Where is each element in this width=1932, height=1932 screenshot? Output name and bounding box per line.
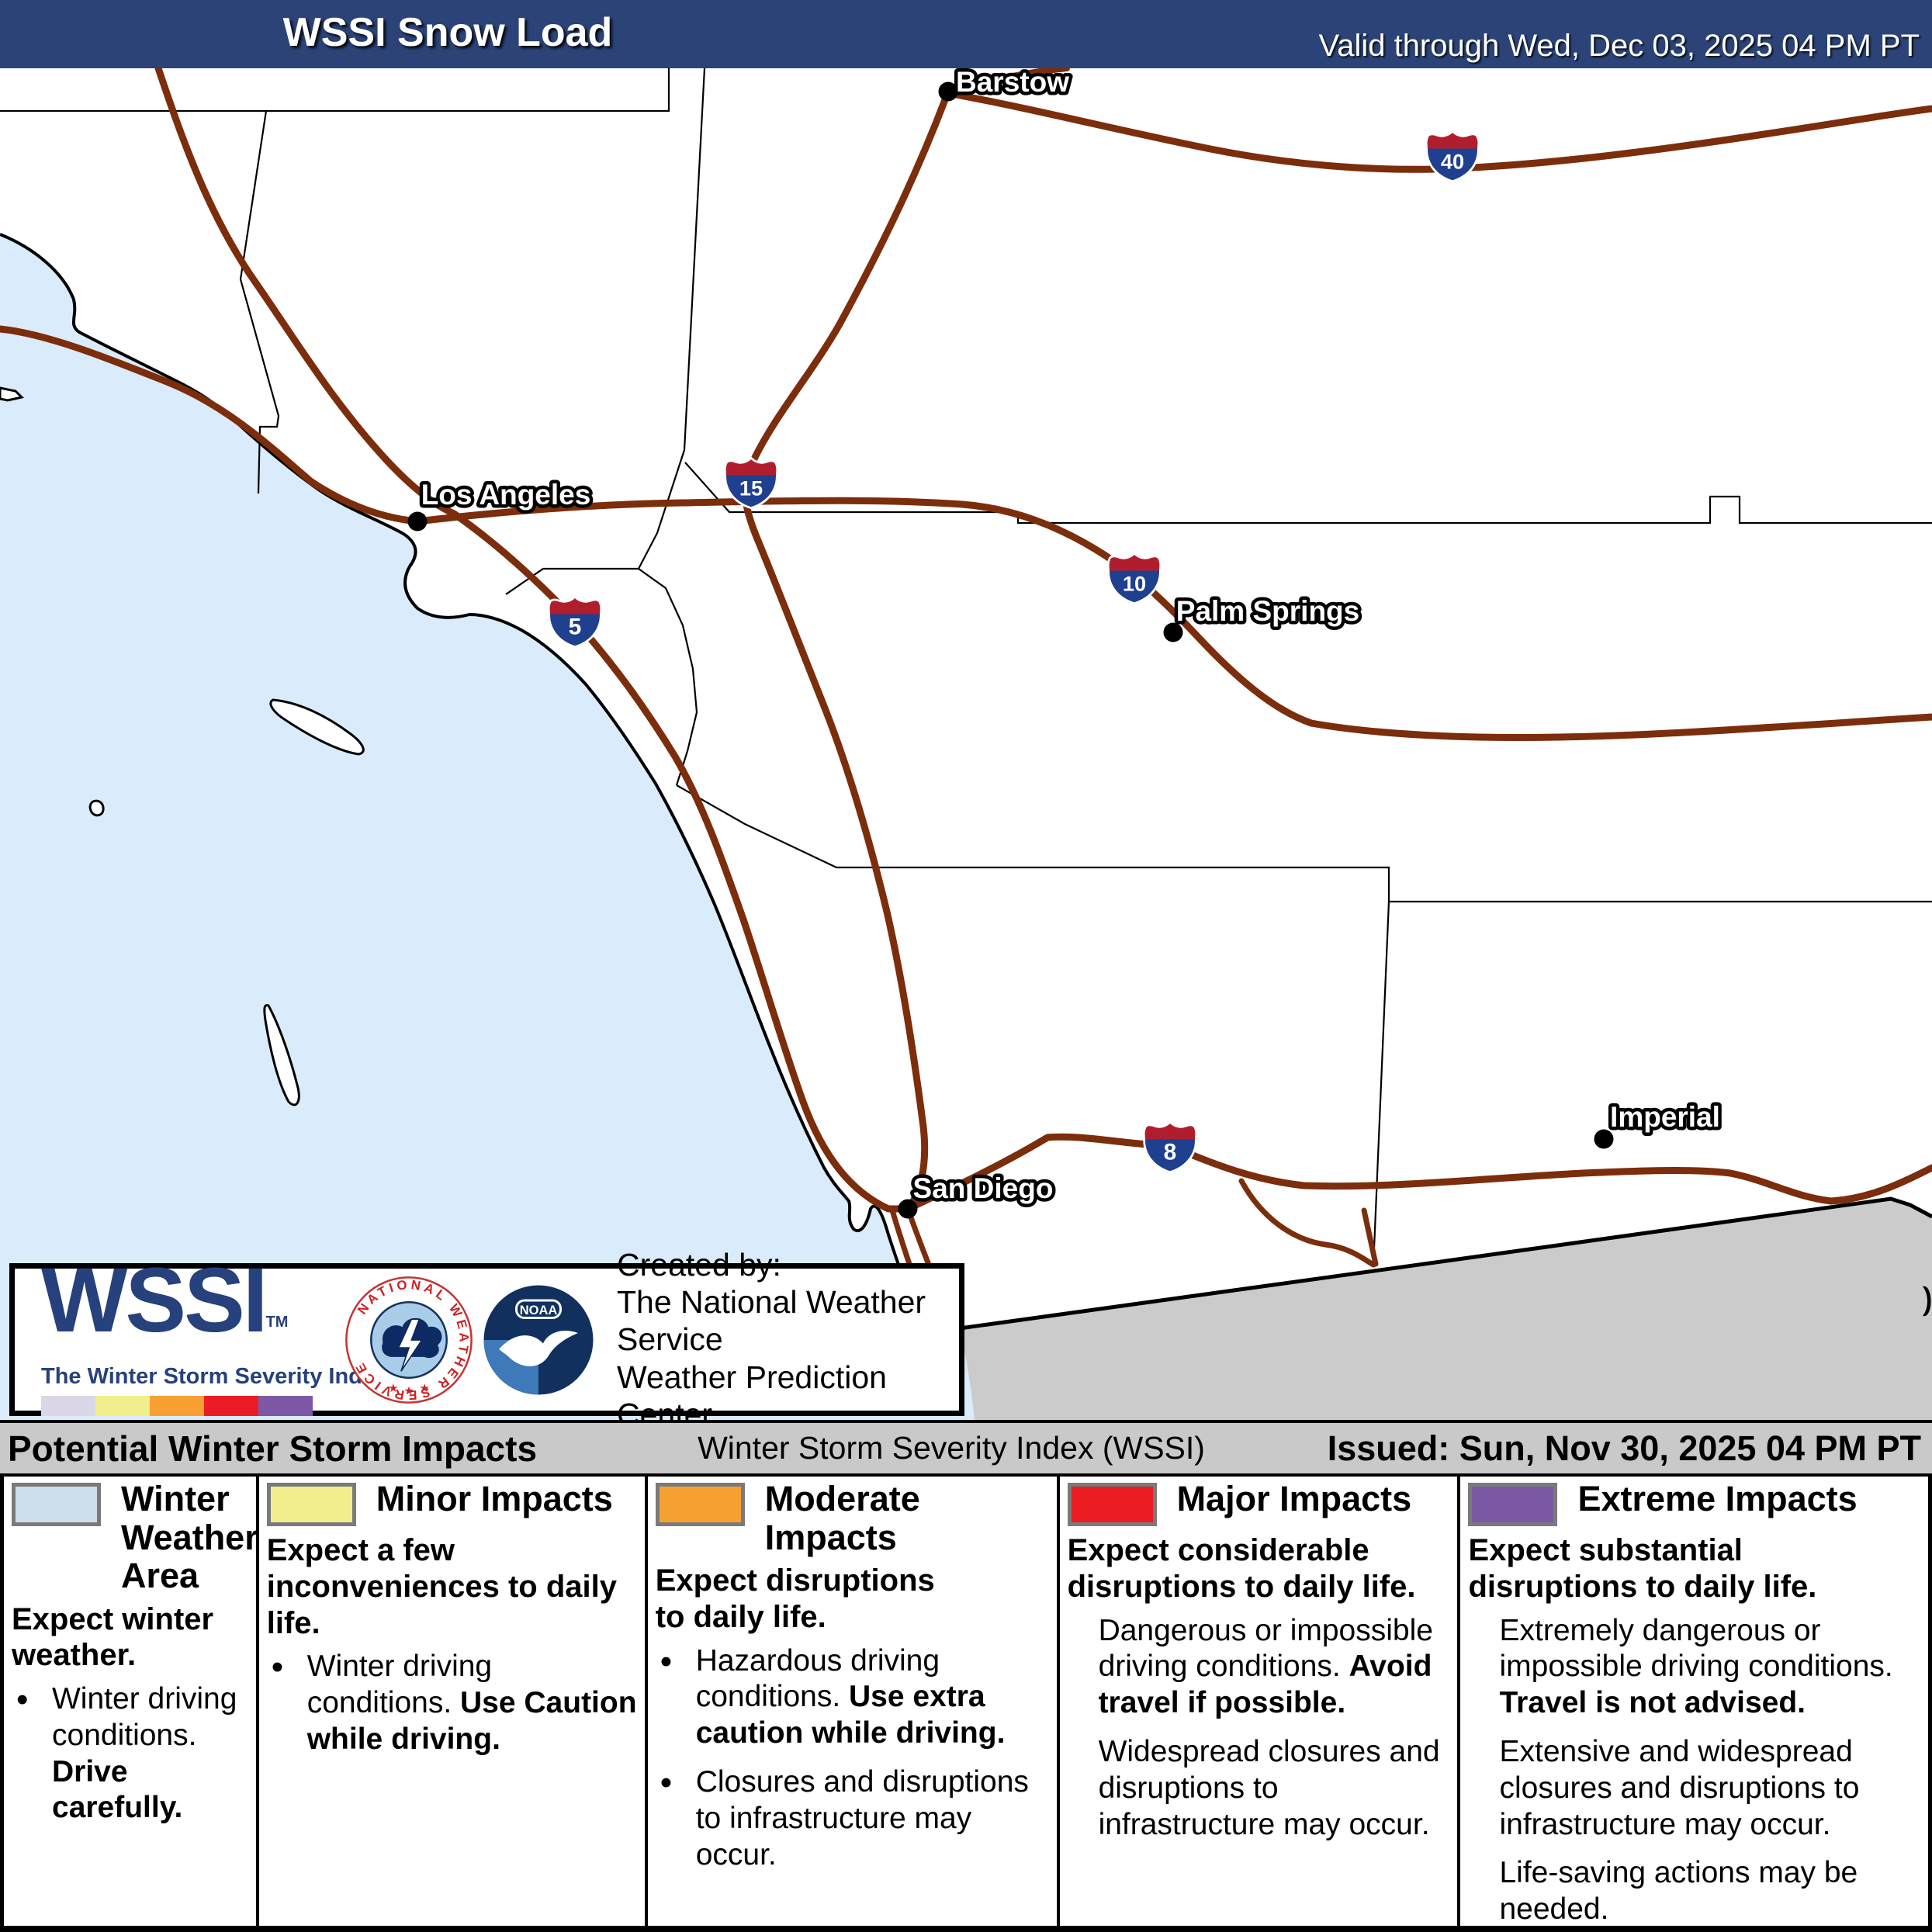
severity-color-strip bbox=[41, 1396, 344, 1416]
legend-column-moderate-impacts: Moderate Impacts Expect disruptions to da… bbox=[644, 1477, 1057, 1926]
wssi-bar-subtitle: Winter Storm Severity Index (WSSI) bbox=[698, 1430, 1205, 1466]
island-outline bbox=[263, 1004, 300, 1106]
severity-strip-cell bbox=[95, 1396, 150, 1416]
impacts-legend: Winter Weather Area Expect winter weather… bbox=[0, 1477, 1932, 1932]
severity-strip-cell bbox=[41, 1396, 95, 1416]
wssi-logo-box: WSSITM The Winter Storm Severity Index N… bbox=[9, 1247, 964, 1432]
island-outline bbox=[0, 386, 24, 402]
outside-forecast-area bbox=[959, 1196, 1932, 1420]
legend-item: Winter driving conditions. Use Caution w… bbox=[267, 1647, 637, 1757]
wssi-wordmark: WSSITM bbox=[41, 1249, 289, 1352]
legend-title: Moderate Impacts bbox=[764, 1479, 920, 1557]
severity-strip-cell bbox=[150, 1396, 204, 1416]
interstate-shield: 8 bbox=[1142, 1120, 1198, 1174]
valid-through-text: Valid through Wed, Dec 03, 2025 04 PM PT bbox=[1318, 29, 1920, 63]
interstate-shield: 5 bbox=[547, 595, 603, 649]
interstate-shields: 40 15 10 5 8 bbox=[547, 130, 1480, 1174]
legend-lead-text: Expect disruptions to daily life. bbox=[655, 1563, 935, 1634]
legend-column-winter-weather-area: Winter Weather Area Expect winter weather… bbox=[4, 1477, 256, 1926]
wssi-brand-block: WSSITM The Winter Storm Severity Index bbox=[41, 1249, 388, 1416]
legend-title: Minor Impacts bbox=[376, 1479, 613, 1518]
shield-number: 8 bbox=[1164, 1139, 1177, 1165]
legend-title: Major Impacts bbox=[1176, 1479, 1412, 1518]
created-by-text: Created by: The National Weather Service W… bbox=[617, 1246, 959, 1434]
noaa-label: NOAA bbox=[520, 1304, 558, 1317]
svg-text:★: ★ bbox=[388, 1382, 399, 1395]
legend-swatch bbox=[12, 1483, 101, 1526]
legend-lead-text: Expect a few inconveniences to daily lif… bbox=[266, 1533, 617, 1640]
island-outline bbox=[269, 698, 365, 756]
page-title: WSSI Snow Load bbox=[282, 10, 613, 55]
city-label: San Diego bbox=[913, 1172, 1054, 1204]
trademark-mark: TM bbox=[265, 1314, 289, 1331]
legend-lead-text: Expect winter weather. bbox=[12, 1601, 214, 1673]
legend-item: Winter driving conditions. Drive careful… bbox=[12, 1680, 248, 1826]
legend-column-major-impacts: Major Impacts Expect considerable disrupt… bbox=[1056, 1477, 1458, 1926]
legend-swatch bbox=[266, 1483, 356, 1526]
county-boundary-lines bbox=[0, 68, 1932, 1267]
legend-column-minor-impacts: Minor Impacts Expect a few inconveniences… bbox=[255, 1477, 645, 1926]
city-dot bbox=[407, 511, 428, 531]
impacts-bar-title: Potential Winter Storm Impacts bbox=[8, 1428, 538, 1469]
legend-item: Widespread closures and disruptions to i… bbox=[1098, 1734, 1440, 1841]
shield-number: 10 bbox=[1123, 571, 1146, 595]
city-dot bbox=[938, 81, 958, 102]
legend-title: Winter Weather Area bbox=[121, 1479, 256, 1595]
svg-text:★: ★ bbox=[403, 1384, 414, 1397]
noaa-logo: NOAA bbox=[483, 1285, 594, 1394]
legend-swatch bbox=[655, 1483, 745, 1526]
severity-strip-cell bbox=[204, 1396, 258, 1416]
interstate-shield: 10 bbox=[1106, 552, 1162, 605]
svg-text:★: ★ bbox=[419, 1382, 430, 1395]
interstate-shield: 40 bbox=[1425, 130, 1480, 183]
legend-item: Extremely dangerous or impossible drivin… bbox=[1499, 1613, 1893, 1720]
city-label: Los Angeles bbox=[421, 479, 591, 511]
shield-number: 15 bbox=[739, 476, 763, 500]
legend-item: Life-saving actions may be needed. bbox=[1499, 1856, 1858, 1926]
issued-timestamp: Issued: Sun, Nov 30, 2025 04 PM PT bbox=[1327, 1428, 1921, 1468]
islands-layer bbox=[0, 386, 365, 1106]
city-dot bbox=[1594, 1129, 1614, 1149]
wssi-tagline: The Winter Storm Severity Index bbox=[41, 1364, 388, 1389]
legend-column-extreme-impacts: Extreme Impacts Expect substantial disrup… bbox=[1457, 1477, 1928, 1926]
created-by-line: Created by: bbox=[617, 1246, 781, 1283]
created-by-line: The National Weather Service bbox=[617, 1283, 926, 1358]
severity-strip-cell bbox=[258, 1396, 313, 1416]
shield-number: 40 bbox=[1441, 149, 1464, 173]
legend-item: Hazardous driving conditions. Use extra … bbox=[656, 1642, 1049, 1752]
city-label: Barstow bbox=[956, 66, 1069, 98]
legend-swatch bbox=[1067, 1483, 1157, 1526]
city-label: Palm Springs bbox=[1176, 595, 1359, 627]
legend-title: Extreme Impacts bbox=[1577, 1479, 1858, 1518]
legend-lead-text: Expect considerable disruptions to daily… bbox=[1067, 1533, 1416, 1604]
issued-info-bar: Potential Winter Storm Impacts Winter St… bbox=[0, 1420, 1932, 1477]
edge-partial-glyph bbox=[1923, 1286, 1931, 1317]
legend-item: Dangerous or impossible driving conditio… bbox=[1098, 1613, 1433, 1720]
interstate-shield: 15 bbox=[723, 456, 779, 510]
shield-number: 5 bbox=[569, 614, 582, 639]
city-dot bbox=[1163, 622, 1183, 642]
city-label: Imperial bbox=[1610, 1101, 1720, 1133]
nws-logo: NATIONAL WEATHER SERVICE ★ ★ ★ bbox=[345, 1276, 473, 1404]
city-markers: Barstow Los Angeles Palm Springs San Diego I… bbox=[407, 63, 1723, 1219]
title-bar: WSSI Snow Load Valid through Wed, Dec 03… bbox=[0, 0, 1932, 68]
legend-lead-text: Expect substantial disruptions to daily … bbox=[1468, 1533, 1817, 1604]
city-dot bbox=[898, 1199, 918, 1219]
legend-item: Extensive and widespread closures and di… bbox=[1499, 1734, 1860, 1841]
legend-swatch bbox=[1468, 1483, 1558, 1526]
legend-item: Closures and disruptions to infrastructu… bbox=[656, 1763, 1049, 1873]
island-outline bbox=[88, 799, 105, 817]
